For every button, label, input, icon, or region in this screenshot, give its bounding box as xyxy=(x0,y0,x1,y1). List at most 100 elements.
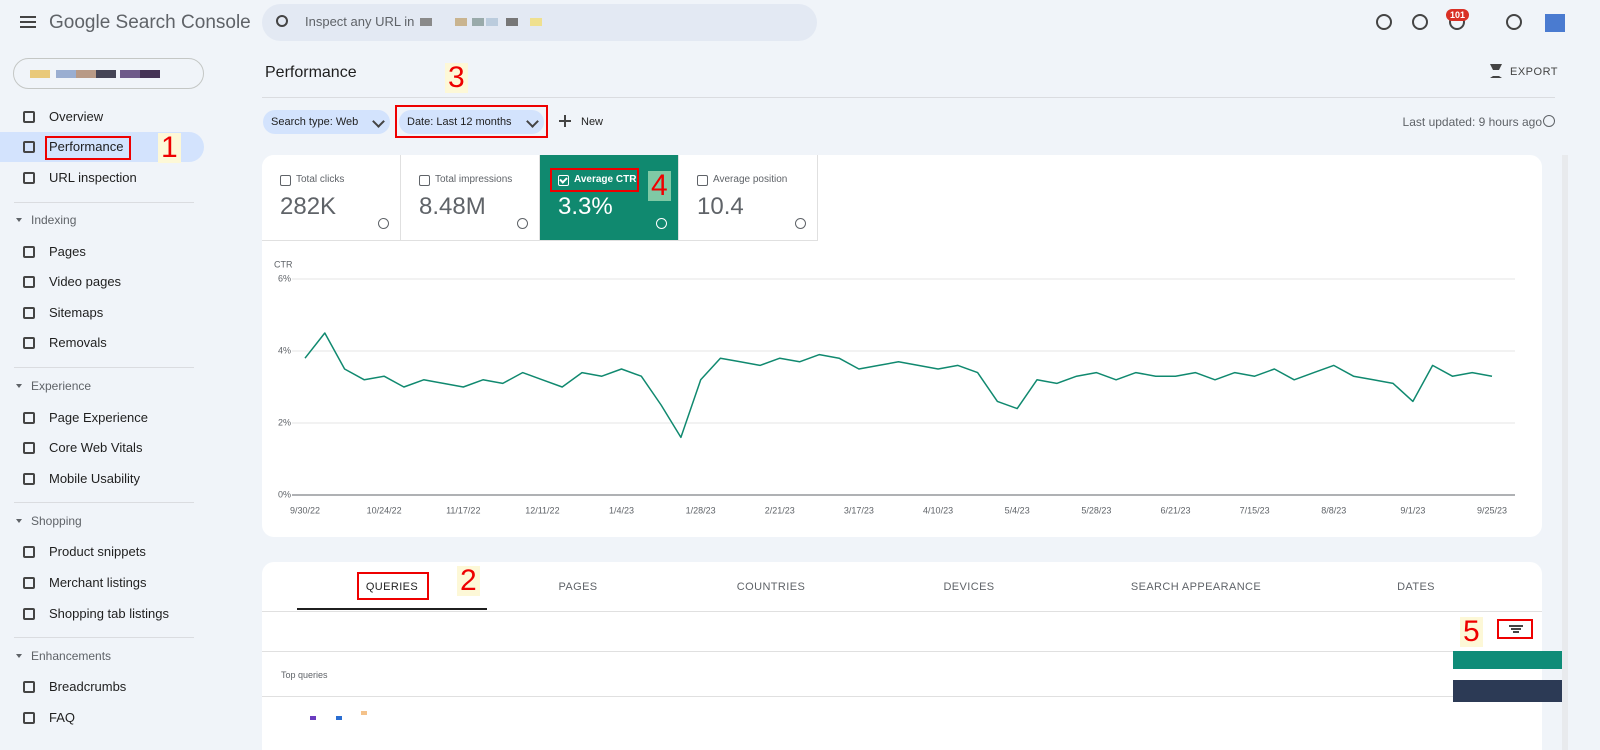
metric-label: Average position xyxy=(713,174,788,185)
filter-chip-label[interactable]: Date: Last 12 months xyxy=(407,116,512,128)
nav-item[interactable]: Performance xyxy=(49,139,124,154)
filter-chip[interactable] xyxy=(399,110,544,134)
blurred-text xyxy=(76,70,96,78)
nav-divider xyxy=(14,202,194,203)
annotation-number: 1 xyxy=(158,133,181,163)
nav-item[interactable]: Sitemaps xyxy=(49,305,104,320)
annotation-number: 3 xyxy=(445,63,468,93)
metric-tile[interactable] xyxy=(401,155,540,241)
filter-rows-icon[interactable] xyxy=(1511,628,1521,630)
blurred-text xyxy=(96,70,116,78)
blurred-text xyxy=(530,18,542,26)
nav-item[interactable]: Page Experience xyxy=(49,410,149,425)
account-avatar[interactable] xyxy=(1545,14,1565,32)
tab[interactable]: QUERIES xyxy=(365,581,419,593)
toolbar-icon[interactable] xyxy=(1412,14,1428,30)
annotation-box xyxy=(550,168,639,192)
search-icon xyxy=(276,15,288,27)
nav-item[interactable]: Removals xyxy=(49,335,107,350)
nav-item[interactable]: URL inspection xyxy=(49,170,137,185)
blurred-text xyxy=(361,711,367,715)
export-icon[interactable] xyxy=(1490,64,1502,78)
tab[interactable]: DEVICES xyxy=(943,581,995,593)
metric-tile[interactable] xyxy=(262,155,401,241)
x-tick-label: 8/8/23 xyxy=(1321,505,1346,515)
x-tick-label: 11/17/22 xyxy=(446,505,480,515)
page-title: Performance xyxy=(265,64,357,81)
x-tick-label: 5/4/23 xyxy=(1005,505,1030,515)
header-divider xyxy=(262,97,1555,98)
menu-icon[interactable] xyxy=(20,16,36,28)
metric-value: 10.4 xyxy=(697,193,744,220)
x-tick-label: 5/28/23 xyxy=(1081,505,1111,515)
nav-caret xyxy=(16,654,22,658)
metric-help[interactable] xyxy=(656,218,667,229)
new-filter[interactable]: New xyxy=(581,116,604,128)
tab[interactable]: SEARCH APPEARANCE xyxy=(1130,581,1262,593)
filter-chip-label[interactable]: Search type: Web xyxy=(271,116,359,128)
nav-icon xyxy=(23,307,35,319)
blurred-text xyxy=(140,70,160,78)
metric-checkbox[interactable] xyxy=(419,175,430,186)
nav-item[interactable]: Core Web Vitals xyxy=(49,440,143,455)
blurred-text xyxy=(455,18,467,26)
help-icon[interactable] xyxy=(1543,115,1555,127)
filter-chip[interactable] xyxy=(263,110,390,134)
nav-item[interactable]: Merchant listings xyxy=(49,575,147,590)
metric-checkbox[interactable] xyxy=(558,175,569,186)
metric-checkbox[interactable] xyxy=(697,175,708,186)
blurred-text xyxy=(486,18,498,26)
nav-section-title[interactable]: Indexing xyxy=(31,213,77,227)
toolbar-icon[interactable] xyxy=(1506,14,1522,30)
metric-help[interactable] xyxy=(378,218,389,229)
nav-item[interactable]: FAQ xyxy=(49,710,76,725)
metric-value: 282K xyxy=(280,193,337,220)
nav-divider xyxy=(14,502,194,503)
nav-icon xyxy=(23,577,35,589)
nav-section-title[interactable]: Shopping xyxy=(31,514,82,528)
annotation-number: 2 xyxy=(457,566,480,596)
nav-section-title[interactable]: Experience xyxy=(31,379,92,393)
y-tick-label: 2% xyxy=(278,417,291,427)
filter-rows-icon[interactable] xyxy=(1509,625,1523,627)
x-tick-label: 9/1/23 xyxy=(1400,505,1425,515)
annotation-box xyxy=(395,105,548,138)
y-tick-label: 6% xyxy=(278,273,291,283)
metric-checkbox[interactable] xyxy=(280,175,291,186)
nav-item[interactable]: Mobile Usability xyxy=(49,471,141,486)
nav-section-title[interactable]: Enhancements xyxy=(31,649,112,663)
metric-value: 8.48M xyxy=(419,193,486,220)
metric-help[interactable] xyxy=(795,218,806,229)
metric-tile[interactable] xyxy=(679,155,818,241)
nav-caret xyxy=(16,218,22,222)
toolbar-icon[interactable] xyxy=(1376,14,1392,30)
table-divider xyxy=(262,696,1542,697)
product-name[interactable]: Google Search Console xyxy=(49,12,251,33)
tab[interactable]: COUNTRIES xyxy=(736,581,806,593)
notification-badge[interactable]: 101 xyxy=(1446,9,1470,21)
nav-icon xyxy=(23,276,35,288)
nav-item[interactable]: Pages xyxy=(49,244,86,259)
tab[interactable]: DATES xyxy=(1397,581,1435,593)
property-selector[interactable] xyxy=(13,58,204,89)
table-divider xyxy=(262,611,1542,612)
nav-item[interactable]: Breadcrumbs xyxy=(49,679,127,694)
export-button[interactable]: EXPORT xyxy=(1510,66,1559,78)
blurred-text xyxy=(56,70,76,78)
tab[interactable]: PAGES xyxy=(558,581,598,593)
nav-item[interactable]: Video pages xyxy=(49,274,122,289)
nav-item[interactable]: Shopping tab listings xyxy=(49,606,169,621)
search-placeholder[interactable]: Inspect any URL in xyxy=(305,14,415,29)
nav-item[interactable]: Overview xyxy=(49,109,104,124)
blurred-text xyxy=(506,18,518,26)
nav-icon xyxy=(23,473,35,485)
last-updated: Last updated: 9 hours ago xyxy=(1402,115,1542,129)
nav-divider xyxy=(14,367,194,368)
filter-rows-icon[interactable] xyxy=(1513,631,1519,633)
x-tick-label: 1/28/23 xyxy=(686,505,716,515)
nav-divider xyxy=(14,637,194,638)
nav-item[interactable]: Product snippets xyxy=(49,544,146,559)
metric-help[interactable] xyxy=(517,218,528,229)
table-heading: Top queries xyxy=(281,670,328,680)
